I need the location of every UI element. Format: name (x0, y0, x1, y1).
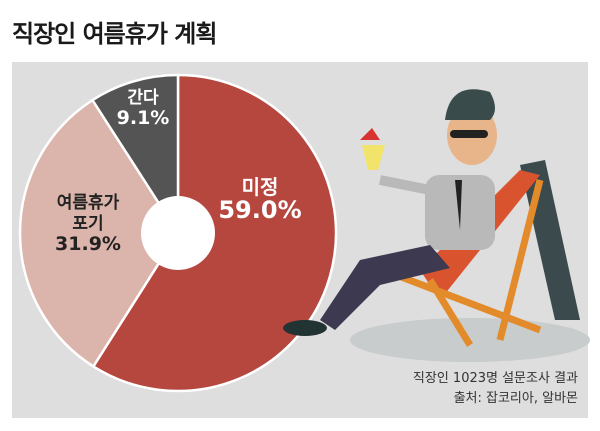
slice-category-label: 여름휴가 (57, 192, 120, 213)
slice-category-label: 미정 (242, 175, 279, 199)
arm (379, 175, 431, 195)
source-note: 출처: 잡코리아, 알바몬 (453, 391, 578, 406)
slice-category-label: 포기 (72, 214, 103, 234)
chart-title: 직장인 여름휴가 계획 (12, 20, 217, 48)
slice-value-label: 59.0% (218, 196, 301, 224)
vacation-illustration (283, 89, 590, 362)
cocktail-glass (362, 145, 385, 170)
tie (455, 180, 462, 230)
hair (445, 89, 495, 120)
umbrella (360, 128, 380, 140)
slice-category-label: 간다 (127, 88, 159, 108)
chart-notes: 직장인 1023명 설문조사 결과 출처: 잡코리아, 알바몬 (413, 369, 578, 409)
pie-slice (18, 98, 180, 369)
chair-leg (496, 179, 544, 341)
slice-value-label: 9.1% (117, 107, 170, 129)
legs (320, 245, 450, 330)
survey-note: 직장인 1023명 설문조사 결과 (412, 371, 578, 386)
shoes (283, 320, 327, 336)
glasses (450, 130, 488, 138)
pie-slice (90, 73, 180, 238)
slice-value-label: 31.9% (55, 233, 121, 255)
donut-hole (141, 196, 215, 270)
